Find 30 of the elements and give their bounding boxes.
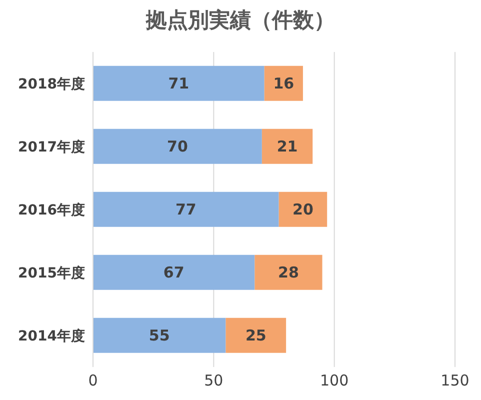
y-tick-label: 2014年度	[18, 327, 85, 344]
chart-title: 拠点別実績（件数）	[144, 7, 336, 34]
data-label: 28	[278, 264, 299, 282]
bar	[278, 192, 328, 227]
data-label: 21	[276, 138, 298, 156]
y-tick-label: 2016年度	[18, 201, 85, 218]
y-tick-label: 2017年度	[18, 138, 85, 156]
x-tick-label: 150	[440, 372, 470, 390]
data-label: 20	[292, 200, 314, 219]
x-tick-label: 0	[88, 372, 98, 390]
data-label: 25	[245, 326, 266, 345]
data-label: 16	[273, 74, 294, 93]
data-label: 55	[148, 326, 170, 345]
bar	[93, 254, 255, 290]
bar	[93, 66, 264, 101]
y-tick-label: 2018年度	[18, 75, 85, 92]
data-label: 71	[168, 74, 190, 93]
data-label: 70	[167, 138, 188, 156]
bar	[262, 128, 313, 164]
y-tick-label: 2015年度	[18, 264, 85, 282]
bar	[226, 318, 286, 353]
x-tick-label: 100	[320, 372, 349, 390]
bar	[264, 66, 303, 101]
bar	[254, 254, 322, 290]
bar	[93, 192, 279, 227]
data-label: 77	[175, 200, 196, 219]
x-tick-label: 50	[204, 372, 224, 390]
data-label: 67	[163, 264, 184, 282]
bar	[93, 128, 262, 164]
bar	[93, 318, 226, 353]
